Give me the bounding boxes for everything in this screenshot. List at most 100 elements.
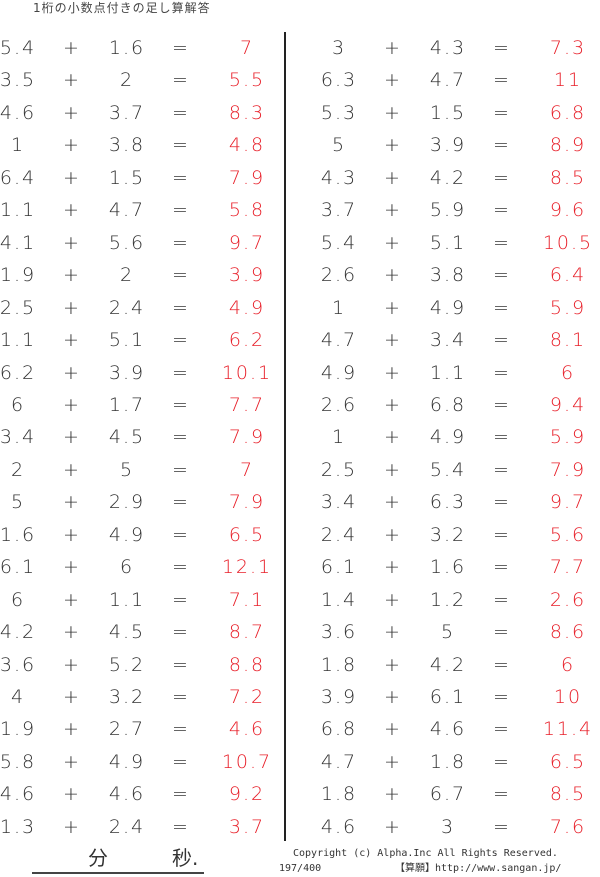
equals-sign: = [172, 458, 190, 481]
answer: 7.9 [549, 458, 587, 481]
addend-1: 2 [10, 458, 26, 481]
addend-1: 2.5 [320, 458, 358, 481]
answer: 6.8 [549, 101, 587, 124]
answer: 5.9 [549, 296, 587, 319]
equals-sign: = [493, 491, 511, 514]
plus-sign: + [63, 718, 81, 741]
equals-sign: = [493, 556, 511, 579]
answer: 8.9 [549, 134, 587, 157]
addend-1: 2.5 [0, 296, 37, 319]
answer: 6.4 [549, 264, 587, 287]
plus-sign: + [384, 686, 402, 708]
plus-sign: + [63, 69, 81, 92]
addend-2: 3.4 [429, 329, 467, 352]
equals-sign: = [493, 166, 511, 189]
equals-sign: = [172, 393, 190, 416]
addend-2: 5.1 [108, 329, 146, 352]
addend-1: 4.6 [320, 815, 358, 838]
equals-sign: = [493, 718, 511, 741]
site-link[interactable]: 【算願】http://www.sangan.jp/ [395, 863, 562, 874]
plus-sign: + [63, 231, 81, 254]
addend-1: 4.9 [320, 361, 358, 384]
answer: 4.6 [228, 718, 266, 741]
equals-sign: = [493, 588, 511, 611]
addend-1: 1.8 [320, 783, 358, 806]
addend-1: 4.7 [320, 750, 358, 773]
equals-sign: = [493, 426, 511, 449]
plus-sign: + [384, 426, 402, 449]
plus-sign: + [63, 621, 81, 644]
addend-2: 1.7 [108, 393, 146, 416]
equals-sign: = [172, 264, 190, 287]
addend-2: 4.5 [108, 621, 146, 644]
addend-2: 5.9 [429, 199, 467, 222]
addend-2: 2.4 [108, 296, 146, 319]
equals-sign: = [172, 69, 190, 92]
addend-1: 4.3 [320, 166, 358, 189]
equals-sign: = [172, 134, 190, 157]
equals-sign: = [493, 329, 511, 352]
addend-2: 6.8 [429, 393, 467, 416]
addend-1: 1.9 [0, 718, 37, 741]
equals-sign: = [493, 101, 511, 124]
answer: 11.4 [542, 718, 594, 741]
answer: 9.2 [228, 783, 266, 806]
answer: 9.4 [549, 393, 587, 416]
plus-sign: + [63, 199, 81, 222]
equals-sign: = [493, 815, 511, 838]
addend-1: 6 [10, 588, 26, 611]
plus-sign: + [384, 101, 402, 124]
addend-2: 3 [440, 815, 456, 838]
addend-2: 1.1 [429, 361, 467, 384]
column-divider [284, 32, 286, 841]
addend-1: 1.1 [0, 199, 37, 222]
plus-sign: + [63, 101, 81, 124]
time-record-line: 分 秒. [32, 846, 204, 874]
answer: 10.1 [221, 361, 273, 384]
addend-2: 3.2 [108, 686, 146, 708]
addend-2: 3.9 [108, 361, 146, 384]
equals-sign: = [172, 815, 190, 838]
equals-sign: = [493, 264, 511, 287]
addend-2: 2 [119, 264, 135, 287]
plus-sign: + [384, 523, 402, 546]
plus-sign: + [63, 686, 81, 708]
answer: 9.6 [549, 199, 587, 222]
addend-2: 3.7 [108, 101, 146, 124]
plus-sign: + [384, 815, 402, 838]
answer: 3.7 [228, 815, 266, 838]
equals-sign: = [172, 101, 190, 124]
plus-sign: + [384, 37, 402, 59]
addend-1: 3.5 [0, 69, 37, 92]
addend-2: 2.9 [108, 491, 146, 514]
addend-2: 1.6 [108, 37, 146, 59]
plus-sign: + [384, 556, 402, 579]
addend-1: 1.3 [0, 815, 37, 838]
answer: 9.7 [549, 491, 587, 514]
addend-1: 4.6 [0, 101, 37, 124]
answer: 8.5 [549, 166, 587, 189]
equals-sign: = [493, 296, 511, 319]
plus-sign: + [63, 329, 81, 352]
equals-sign: = [493, 393, 511, 416]
answer: 8.8 [228, 653, 266, 676]
addend-1: 6.2 [0, 361, 37, 384]
equals-sign: = [172, 361, 190, 384]
addend-2: 4.7 [429, 69, 467, 92]
answer: 10 [553, 686, 583, 708]
equals-sign: = [172, 166, 190, 189]
answer: 8.3 [228, 101, 266, 124]
equals-sign: = [493, 523, 511, 546]
plus-sign: + [63, 134, 81, 157]
equals-sign: = [493, 231, 511, 254]
answer: 12.1 [221, 556, 273, 579]
plus-sign: + [384, 588, 402, 611]
addend-2: 6.7 [429, 783, 467, 806]
plus-sign: + [63, 264, 81, 287]
addend-1: 6.1 [0, 556, 37, 579]
addend-2: 2.4 [108, 815, 146, 838]
equals-sign: = [493, 686, 511, 708]
addend-1: 6 [10, 393, 26, 416]
addend-2: 6.3 [429, 491, 467, 514]
plus-sign: + [63, 393, 81, 416]
